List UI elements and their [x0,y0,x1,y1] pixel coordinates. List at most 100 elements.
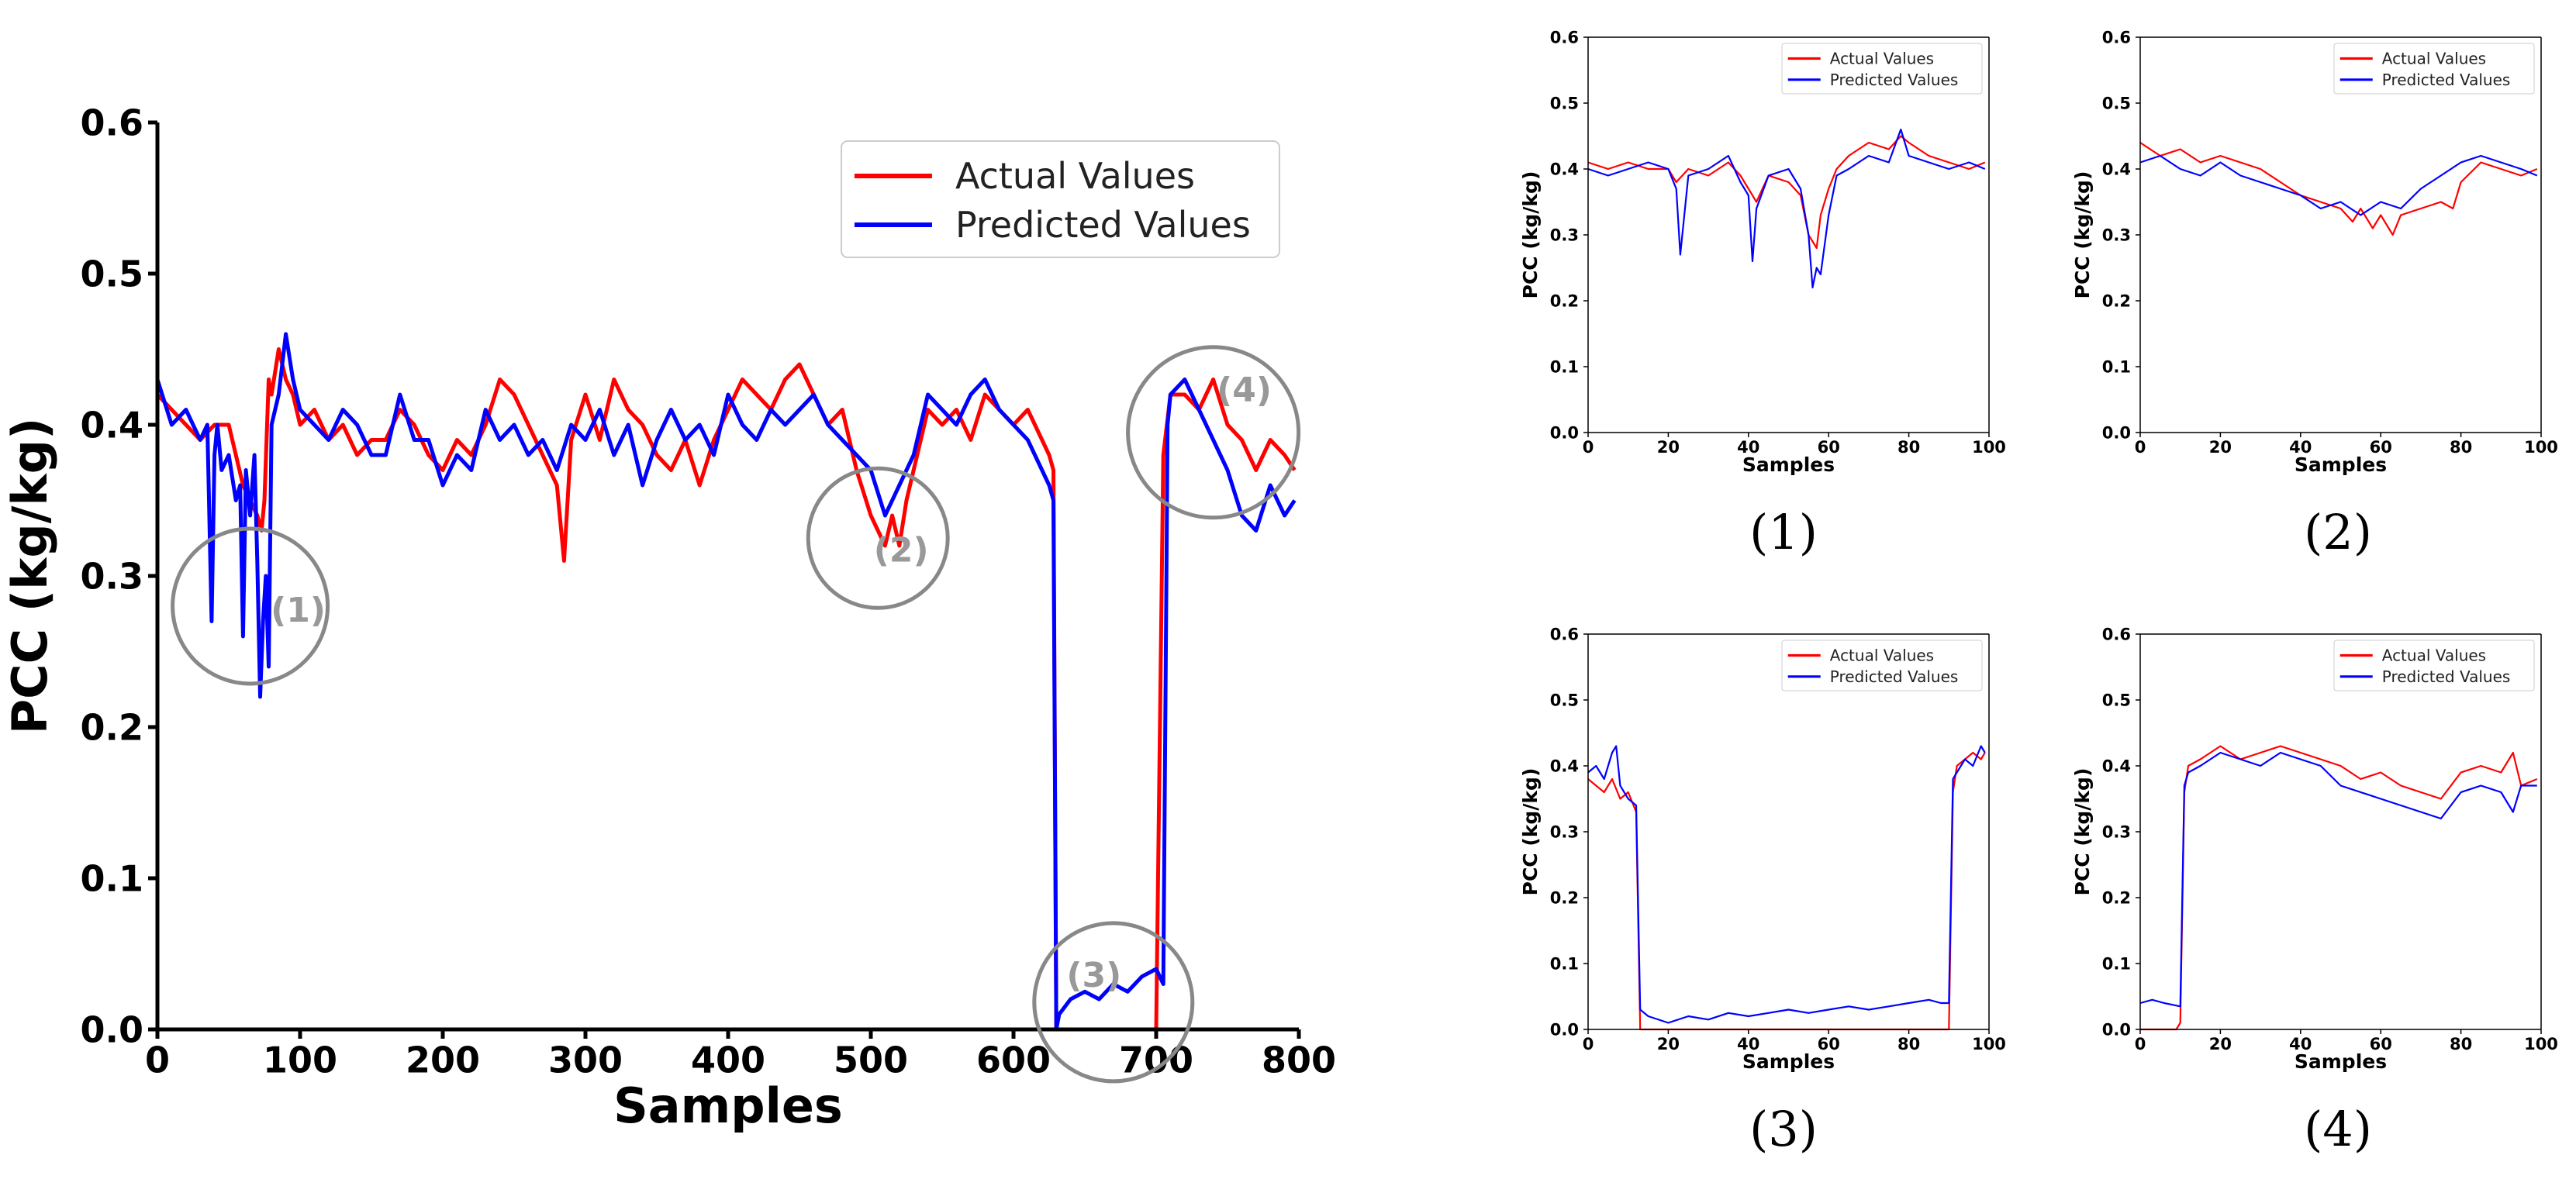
y-tick-label: 0.6 [1550,29,1579,47]
y-tick-label: 0.6 [2102,29,2131,47]
y-tick-label: 0.6 [2102,626,2131,644]
y-tick-label: 0.3 [1550,823,1579,842]
legend-box [841,140,1280,258]
caption-1: (1) [1749,504,1818,560]
x-tick-label: 0 [2135,438,2146,457]
legend-label-predicted: Predicted Values [2382,667,2511,686]
x-tick-label: 80 [2450,438,2472,457]
x-tick-label: 20 [1657,1035,1680,1053]
x-tick-label: 100 [2524,1035,2558,1053]
x-tick-label: 40 [2289,1035,2312,1053]
annotation-label-2: (2) [874,530,929,570]
series-line-predicted [1587,745,1986,1024]
annotation-label-1: (1) [271,591,326,630]
legend-box [2333,43,2535,95]
x-axis-label: Samples [2295,1050,2387,1073]
legend-label-predicted: Predicted Values [2382,71,2511,89]
y-tick-label: 0.3 [81,556,144,598]
legend-box [1781,43,1983,95]
x-tick-label: 100 [1972,1035,2006,1053]
series-line-actual [1587,751,1986,1031]
caption-3: (3) [1749,1101,1818,1157]
y-tick-label: 0.4 [1550,160,1579,179]
annotation-circle-3 [1032,921,1195,1084]
x-tick-label: 200 [406,1039,480,1081]
x-tick-label: 20 [2209,438,2232,457]
x-axis-label: Samples [1742,1050,1835,1073]
x-tick-label: 80 [1897,438,1920,457]
x-tick-label: 80 [1897,1035,1920,1053]
y-tick-label: 0.5 [1550,691,1579,710]
y-tick-label: 0.1 [1550,358,1579,377]
y-axis-label: PCC (kg/kg) [1519,768,1542,896]
legend-label-actual: Actual Values [2382,646,2486,665]
y-tick-label: 0.4 [81,405,144,446]
x-tick-label: 80 [2450,1035,2472,1053]
y-tick-label: 0.2 [1550,292,1579,311]
caption-2: (2) [2304,504,2372,560]
annotation-label-3: (3) [1066,956,1121,995]
legend-label-actual: Actual Values [2382,50,2486,68]
y-axis-label: PCC (kg/kg) [1519,171,1542,299]
y-tick-label: 0.0 [1550,1021,1579,1039]
x-tick-label: 700 [1119,1039,1193,1081]
annotation-circle-2 [806,466,950,610]
series-line-predicted [2139,751,2537,1008]
y-tick-label: 0.3 [2102,226,2131,245]
y-tick-label: 0.5 [81,253,144,295]
x-tick-label: 600 [976,1039,1051,1081]
x-tick-label: 0 [2135,1035,2146,1053]
annotation-circle-4 [1126,345,1301,520]
y-tick-label: 0.1 [1550,955,1579,974]
y-tick-label: 0.1 [2102,358,2131,377]
chart-zoom-3: 0.0 0.1 0.2 0.3 0.4 0.5 0.6 0 20 40 60 80 100 Samples… [1519,626,2006,1073]
series-line-actual [1587,135,1986,250]
y-tick-label: 0.2 [2102,889,2131,908]
legend-label-actual: Actual Values [1830,50,1934,68]
series-line-predicted [155,332,1297,1032]
y-axis-label: PCC (kg/kg) [2071,768,2094,896]
legend-label-predicted: Predicted Values [1830,667,1959,686]
y-tick-label: 0.0 [2102,424,2131,443]
y-tick-label: 0.1 [81,858,144,900]
x-tick-label: 500 [834,1039,908,1081]
y-tick-label: 0.3 [1550,226,1579,245]
y-tick-label: 0.4 [1550,757,1579,776]
y-tick-label: 0.3 [2102,823,2131,842]
chart-zoom-1: 0.0 0.1 0.2 0.3 0.4 0.5 0.6 0 20 40 60 80 100 Samples… [1519,29,2006,476]
x-tick-label: 100 [2524,438,2558,457]
x-tick-label: 20 [1657,438,1680,457]
x-tick-label: 40 [1737,1035,1759,1053]
y-axis-label: PCC (kg/kg) [2071,171,2094,299]
x-axis-label: Samples [613,1077,843,1134]
x-tick-label: 800 [1262,1039,1336,1081]
x-axis-label: Samples [1742,453,1835,476]
legend-label-actual: Actual Values [955,155,1195,197]
y-axis-label: PCC (kg/kg) [2,418,58,735]
y-tick-label: 0.5 [1550,95,1579,113]
y-tick-label: 0.0 [2102,1021,2131,1039]
y-tick-label: 0.2 [81,707,144,749]
annotation-circle-1 [171,526,330,686]
x-tick-label: 100 [1972,438,2006,457]
y-tick-label: 0.5 [2102,95,2131,113]
series-line-predicted [1587,128,1986,289]
x-tick-label: 40 [2289,438,2312,457]
legend-label-predicted: Predicted Values [955,204,1251,246]
x-tick-label: 400 [691,1039,765,1081]
x-tick-label: 100 [263,1039,337,1081]
series-line-actual [2139,142,2538,236]
x-tick-label: 0 [1583,1035,1594,1053]
series-line-predicted [2139,154,2538,216]
legend-box [1781,640,1983,691]
x-tick-label: 60 [2370,1035,2392,1053]
x-tick-label: 300 [548,1039,623,1081]
x-tick-label: 60 [1818,438,1840,457]
x-tick-label: 40 [1737,438,1759,457]
y-tick-label: 0.2 [1550,889,1579,908]
x-tick-label: 20 [2209,1035,2232,1053]
chart-zoom-4: 0.0 0.1 0.2 0.3 0.4 0.5 0.6 0 20 40 60 80 100 Samples… [2071,626,2558,1073]
legend-label-actual: Actual Values [1830,646,1934,665]
y-tick-label: 0.1 [2102,955,2131,974]
